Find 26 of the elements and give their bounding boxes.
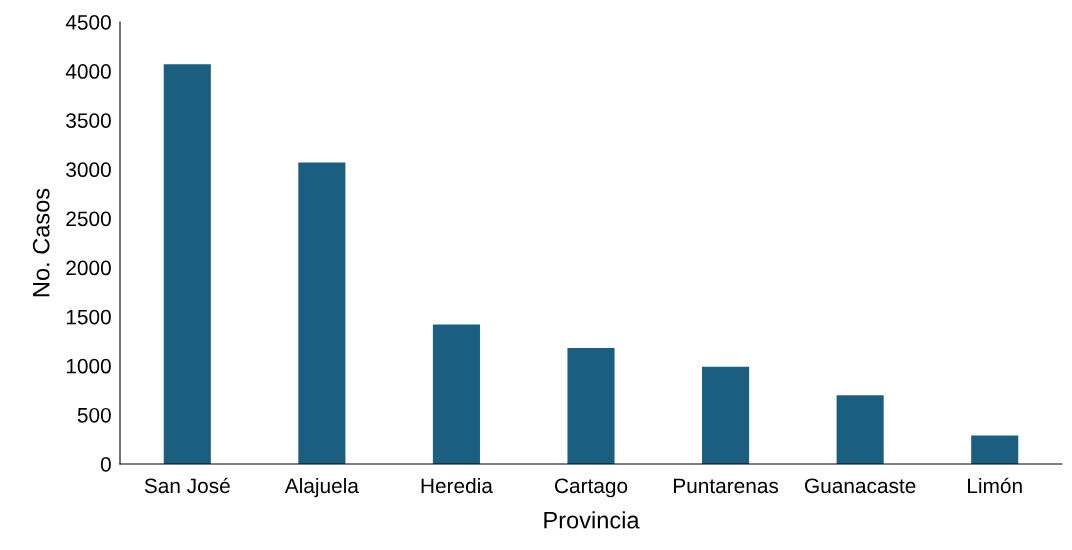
- bar: [298, 162, 346, 464]
- y-axis-title: No. Casos: [32, 188, 50, 297]
- x-tick-label: San José: [144, 477, 230, 494]
- bar: [432, 324, 480, 464]
- x-tick-label: Alajuela: [284, 477, 359, 498]
- x-tick-label: Limón: [968, 477, 1022, 494]
- y-tick-label: 3000: [66, 162, 111, 178]
- x-tick-label: Puntarenas: [674, 478, 779, 494]
- bar: [163, 64, 211, 464]
- x-tick-label: Guanacaste: [805, 478, 916, 494]
- y-tick-label: 1000: [66, 358, 111, 374]
- x-tick-label: Cartago: [555, 478, 628, 498]
- x-tick-label: Heredia: [421, 477, 493, 494]
- x-axis-title: Provincia: [544, 511, 640, 529]
- y-tick-label: 2000: [66, 260, 111, 276]
- y-tick-label: 4000: [65, 64, 111, 79]
- y-tick-label: 4500: [65, 15, 111, 30]
- bar: [702, 366, 750, 464]
- y-tick-label: 500: [77, 407, 111, 423]
- y-tick-label: 1500: [66, 309, 111, 325]
- y-tick-label: 0: [100, 457, 111, 472]
- y-tick-label: 2500: [66, 211, 111, 227]
- bar: [567, 348, 615, 464]
- y-tick-label: 3500: [66, 113, 111, 128]
- bar: [836, 395, 884, 464]
- bar: [971, 435, 1019, 464]
